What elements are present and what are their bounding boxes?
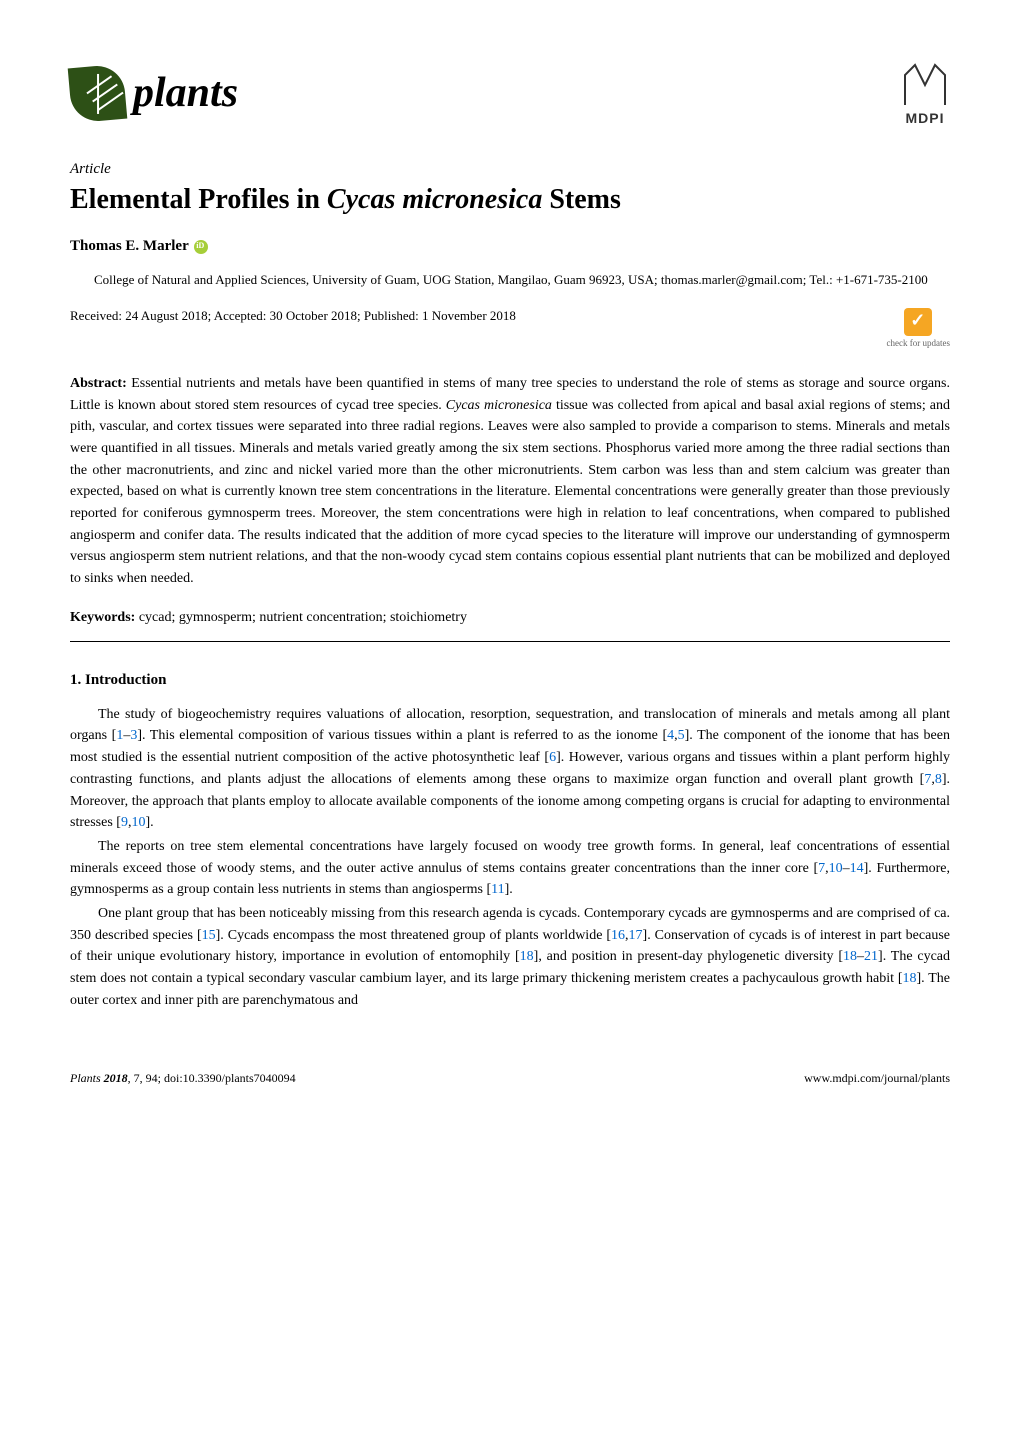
ref-link-11[interactable]: 11 (491, 882, 504, 897)
keywords-label: Keywords: (70, 610, 135, 625)
leaf-icon (68, 63, 128, 123)
ref-link-14[interactable]: 14 (850, 861, 864, 876)
article-type: Article (70, 161, 950, 178)
footer-citation: Plants 2018, 7, 94; doi:10.3390/plants70… (70, 1071, 296, 1086)
publication-dates: Received: 24 August 2018; Accepted: 30 O… (70, 308, 516, 324)
ref-link-15[interactable]: 15 (202, 928, 216, 943)
footer-journal: Plants (70, 1071, 104, 1085)
ref-link-18b[interactable]: 18 (843, 949, 857, 964)
ref-link-21[interactable]: 21 (864, 949, 878, 964)
ref-link-16[interactable]: 16 (611, 928, 625, 943)
publisher-logo: MDPI (900, 60, 950, 126)
title-species: Cycas micronesica (327, 184, 542, 215)
introduction-heading: 1. Introduction (70, 672, 950, 689)
title-suffix: Stems (542, 184, 621, 215)
mdpi-icon (900, 60, 950, 110)
footer-rest: , 7, 94; doi:10.3390/plants7040094 (128, 1071, 296, 1085)
journal-logo: plants (70, 66, 238, 121)
ref-link-5[interactable]: 5 (678, 728, 685, 743)
author-text: Thomas E. Marler (70, 238, 188, 254)
page-footer: Plants 2018, 7, 94; doi:10.3390/plants70… (70, 1061, 950, 1086)
dates-row: Received: 24 August 2018; Accepted: 30 O… (70, 308, 950, 348)
ref-link-18c[interactable]: 18 (902, 971, 916, 986)
p1-text-j: ]. (145, 815, 153, 830)
publisher-name: MDPI (906, 110, 945, 126)
p1-text-c: ]. This elemental composition of various… (137, 728, 667, 743)
check-icon (904, 308, 932, 336)
p3-text-f: – (857, 949, 864, 964)
check-updates-text: check for updates (887, 338, 950, 348)
keywords-text: cycad; gymnosperm; nutrient concentratio… (135, 610, 467, 625)
orcid-icon[interactable] (194, 240, 208, 254)
p3-text-b: ]. Cycads encompass the most threatened … (216, 928, 611, 943)
ref-link-9[interactable]: 9 (121, 815, 128, 830)
p2-text-e: ]. (505, 882, 513, 897)
affiliation: College of Natural and Applied Sciences,… (70, 270, 950, 290)
intro-paragraph-2: The reports on tree stem elemental conce… (70, 836, 950, 901)
abstract: Abstract: Essential nutrients and metals… (70, 373, 950, 590)
section-divider (70, 641, 950, 642)
intro-paragraph-1: The study of biogeochemistry requires va… (70, 704, 950, 834)
header-row: plants MDPI (70, 60, 950, 126)
journal-name: plants (133, 69, 238, 117)
abstract-text-2: tissue was collected from apical and bas… (70, 398, 950, 587)
ref-link-8[interactable]: 8 (935, 772, 942, 787)
ref-link-10b[interactable]: 10 (829, 861, 843, 876)
footer-url[interactable]: www.mdpi.com/journal/plants (804, 1071, 950, 1086)
title-prefix: Elemental Profiles in (70, 184, 327, 215)
footer-year: 2018 (104, 1071, 128, 1085)
ref-link-10[interactable]: 10 (131, 815, 145, 830)
ref-link-17[interactable]: 17 (629, 928, 643, 943)
ref-link-18[interactable]: 18 (520, 949, 534, 964)
author-name: Thomas E. Marler (70, 238, 950, 255)
keywords: Keywords: cycad; gymnosperm; nutrient co… (70, 610, 950, 626)
check-updates-badge[interactable]: check for updates (887, 308, 950, 348)
article-title: Elemental Profiles in Cycas micronesica … (70, 182, 950, 218)
abstract-label: Abstract: (70, 376, 127, 391)
abstract-species: Cycas micronesica (446, 398, 552, 413)
p2-text-c: – (843, 861, 850, 876)
intro-paragraph-3: One plant group that has been noticeably… (70, 903, 950, 1011)
p3-text-e: ], and position in present-day phylogene… (534, 949, 843, 964)
